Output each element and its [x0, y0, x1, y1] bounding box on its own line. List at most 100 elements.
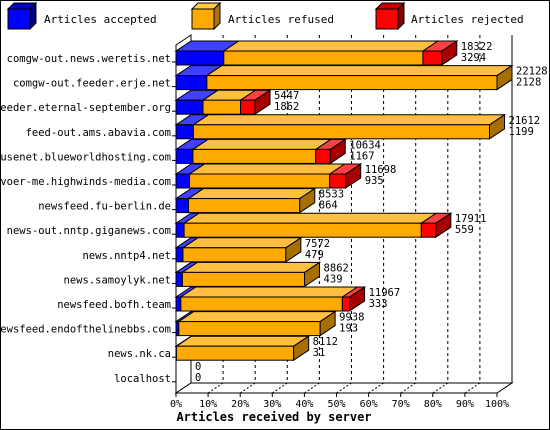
plot-area: 0% 10% 20% 30% 40% 50% 60% 70% 80% 90% 100% comgw-o… [0, 34, 548, 410]
x-tick-label: 50% [327, 399, 345, 410]
bar-side [441, 40, 458, 66]
bar-side [329, 138, 346, 165]
bar-top-1 [191, 138, 333, 150]
category-label: feeder.eternal-september.org [0, 102, 171, 114]
bar-side [489, 113, 506, 140]
bar-segment-0 [175, 296, 182, 312]
category-label: feed-out.ams.abavia.com [26, 127, 171, 139]
bar-segment-0 [175, 247, 184, 263]
bar-top-1 [174, 335, 311, 347]
bar-side [304, 261, 321, 288]
category-label: news.samoylyk.net [64, 274, 171, 286]
legend-item-accepted: Articles accepted [6, 1, 157, 31]
bar-segment-0 [175, 124, 194, 140]
gridline-floor [304, 382, 320, 394]
bar-top-1 [179, 286, 359, 298]
bar-segment-0 [175, 271, 183, 287]
legend-item-rejected: Articles rejected [374, 1, 524, 31]
x-tick-label: 100% [485, 399, 509, 410]
data-label-accepted: 1199 [509, 126, 534, 138]
bar-side [285, 236, 302, 263]
data-label-offered: 8112 [313, 336, 338, 348]
data-label-offered: 9938 [339, 312, 364, 324]
x-tick-label: 80% [424, 399, 442, 410]
data-label-offered: 18322 [461, 41, 493, 53]
gridline-floor [239, 382, 256, 394]
data-label-offered: 8862 [324, 262, 349, 274]
x-tick-label: 70% [392, 399, 410, 410]
legend-label-rejected: Articles rejected [411, 13, 524, 26]
bar-side [349, 286, 366, 312]
legend-label-refused: Articles refused [228, 13, 334, 26]
bar-side [345, 163, 362, 189]
data-label-accepted: 479 [305, 249, 324, 261]
legend: Articles accepted Articles refused Artic… [6, 1, 524, 31]
x-tick-label: 30% [263, 399, 281, 410]
data-label-accepted: 1167 [349, 150, 374, 162]
bar-segment-1 [183, 222, 422, 238]
bar-segment-2 [240, 99, 256, 115]
bar-segment-0 [175, 148, 194, 164]
data-label-offered: 11967 [369, 287, 401, 299]
bar-top-1 [177, 311, 337, 323]
data-label-offered: 17911 [455, 213, 487, 225]
data-label-accepted: 1862 [274, 101, 299, 113]
bar-segment-1 [180, 296, 343, 312]
bar-segment-0 [175, 50, 225, 66]
data-label-offered: 7572 [305, 238, 330, 250]
bar-segment-2 [329, 173, 347, 189]
bar-segment-1 [189, 173, 331, 189]
gridline-floor [207, 382, 224, 394]
bar-top-1 [191, 114, 507, 126]
category-label: news.nntp4.net [82, 250, 171, 262]
bar-segment-2 [420, 222, 437, 238]
bar-top-1 [180, 261, 322, 273]
category-label: comgw-out.news.weretis.net [7, 53, 171, 65]
bar-segment-0 [175, 173, 191, 189]
bar-side [254, 89, 271, 116]
gridline-floor [336, 382, 352, 394]
x-tick-label: 90% [456, 399, 474, 410]
bar-segment-0 [175, 198, 190, 214]
category-label: comgw-out.feeder.erje.net [13, 78, 171, 90]
category-label: newsfeed.fu-berlin.de [38, 201, 171, 213]
x-tick-label: 60% [360, 399, 378, 410]
category-label: news.nk.ca [108, 348, 171, 360]
category-label: news-out.nntp.giganews.com [7, 225, 171, 237]
bar-segment-1 [206, 75, 498, 91]
data-label-offered: 21612 [509, 115, 541, 127]
x-tick-label: 0% [170, 399, 182, 410]
bar-top-1 [186, 188, 317, 200]
data-label-offered: 22128 [516, 66, 548, 78]
bar-top-1 [187, 163, 347, 175]
data-label-accepted: 193 [339, 323, 358, 335]
bar-top-1 [181, 237, 303, 249]
bar-segment-2 [422, 50, 443, 66]
x-axis-label: Articles received by server [176, 410, 371, 424]
bar-segment-0 [175, 99, 204, 115]
bar-segment-1 [178, 321, 321, 337]
bar-side [299, 187, 316, 214]
bar-segment-0 [175, 222, 185, 238]
legend-item-refused: Articles refused [190, 1, 334, 31]
data-label-accepted: 333 [369, 298, 388, 310]
category-label: localhost [114, 373, 171, 385]
bar-segment-1 [175, 345, 295, 361]
bar-segment-1 [181, 271, 306, 287]
bar-segment-2 [341, 296, 351, 312]
bar-segment-1 [223, 50, 424, 66]
bar-segment-1 [182, 247, 287, 263]
data-label-accepted: 3294 [461, 52, 486, 64]
data-label-offered: 0 [195, 361, 201, 373]
x-tick-label: 40% [295, 399, 313, 410]
bar-side [293, 335, 310, 362]
data-label-accepted: 864 [319, 200, 338, 212]
bar-segment-1 [192, 124, 491, 140]
gridline-floor [400, 382, 416, 394]
x-tick-label: 10% [199, 399, 217, 410]
category-label: newsfeed.endofthelinebbs.com [0, 324, 171, 336]
bar-top-1 [182, 212, 438, 224]
category-label: usenet.blueworldhosting.com [0, 151, 171, 163]
category-label: voer-me.highwinds-media.com [0, 176, 171, 188]
